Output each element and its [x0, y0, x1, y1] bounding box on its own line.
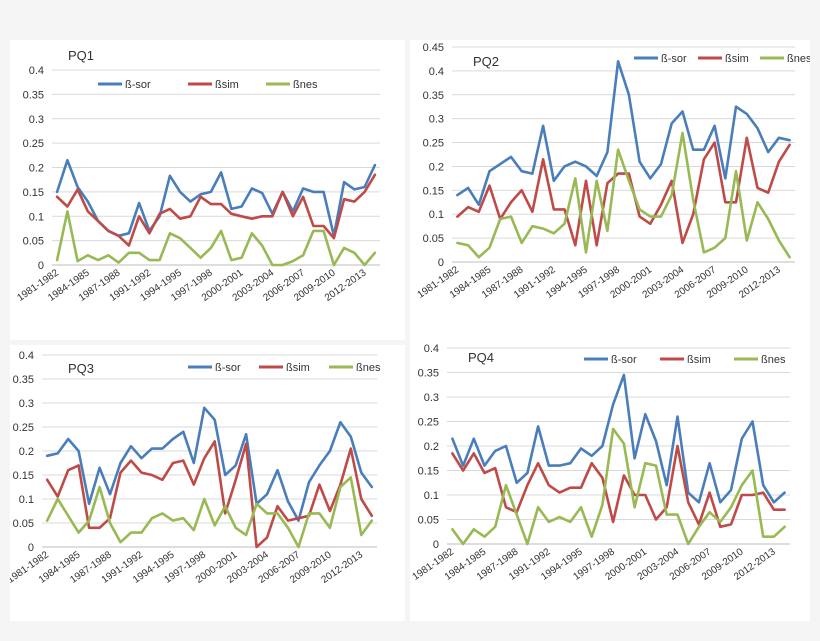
legend-label: ßnes — [761, 354, 786, 366]
y-tick-label: 0 — [38, 260, 44, 272]
y-tick-label: 0.4 — [424, 343, 439, 355]
y-tick-label: 0.2 — [29, 163, 44, 175]
y-tick-label: 0.15 — [423, 185, 444, 197]
y-tick-label: 0 — [433, 539, 439, 551]
y-tick-label: 0.1 — [29, 211, 44, 223]
series-line — [45, 440, 374, 549]
y-tick-label: 0.35 — [23, 89, 44, 101]
y-tick-label: 0.05 — [13, 518, 34, 530]
y-tick-label: 0.05 — [423, 233, 444, 245]
series-line — [456, 136, 791, 247]
legend-label: ß-sor — [611, 354, 637, 366]
legend-label: ßsim — [725, 53, 749, 65]
legend-label: ßnes — [293, 79, 318, 91]
y-tick-label: 0.05 — [23, 236, 44, 248]
y-tick-label: 0.2 — [424, 441, 439, 453]
legend-label: ßsim — [215, 79, 239, 91]
y-tick-label: 0.4 — [29, 65, 44, 77]
legend-label: ßsim — [687, 354, 711, 366]
y-tick-label: 0.1 — [429, 209, 444, 221]
series-line — [55, 158, 377, 238]
series-line — [456, 59, 791, 206]
y-tick-label: 0.4 — [19, 350, 34, 362]
y-tick-label: 0.4 — [429, 66, 444, 78]
line-chart-svg: 00.050.10.150.20.250.30.350.41981-198219… — [10, 350, 381, 586]
series-line — [55, 210, 377, 267]
series-line — [55, 173, 377, 247]
y-tick-label: 0.35 — [13, 374, 34, 386]
series-line — [45, 476, 374, 549]
legend-label: ß-sor — [125, 79, 151, 91]
y-tick-label: 0.25 — [23, 138, 44, 150]
y-tick-label: 0.25 — [423, 138, 444, 150]
y-tick-label: 0.2 — [19, 446, 34, 458]
legend-label: ßnes — [356, 362, 381, 374]
series-line — [45, 406, 374, 522]
chart-panel-pq4: 0 0.05 0.1 0.15 0.2 0.25 0.3 0.35 0.4 1981-1982 19… — [410, 335, 810, 621]
y-tick-label: 0.15 — [23, 187, 44, 199]
legend-label: ßnes — [787, 53, 810, 65]
y-tick-label: 0.25 — [418, 417, 439, 429]
y-tick-label: 0.45 — [423, 42, 444, 54]
chart-title: PQ1 — [68, 48, 94, 63]
chart-panel-pq2: 0 0.05 0.1 0.15 0.2 0.25 0.3 0.35 0.4 0.45 1981-19… — [410, 40, 810, 340]
y-tick-label: 0.25 — [13, 422, 34, 434]
series-line — [451, 444, 786, 529]
y-tick-label: 0.35 — [423, 90, 444, 102]
legend-label: ßsim — [286, 362, 310, 374]
y-tick-label: 0.3 — [29, 114, 44, 126]
y-tick-label: 0.15 — [13, 470, 34, 482]
y-tick-label: 0.1 — [19, 494, 34, 506]
y-tick-label: 0.3 — [429, 114, 444, 126]
line-chart-svg: 00.050.10.150.20.250.30.350.41981-198219… — [15, 48, 380, 304]
y-tick-label: 0 — [438, 257, 444, 269]
line-chart-svg: 00.050.10.150.20.250.30.350.41981-198219… — [411, 343, 790, 583]
y-tick-label: 0.35 — [418, 368, 439, 380]
chart-panel-pq3: 0 0.05 0.1 0.15 0.2 0.25 0.3 0.35 0.4 1981-1982 19… — [10, 345, 405, 621]
legend-label: ß-sor — [661, 53, 687, 65]
y-tick-label: 0.1 — [424, 490, 439, 502]
legend-label: ß-sor — [215, 362, 241, 374]
y-tick-label: 0 — [28, 542, 34, 554]
series-line — [451, 373, 786, 504]
y-tick-label: 0.3 — [424, 392, 439, 404]
line-chart-svg: 00.050.10.150.20.250.30.350.40.451981-19… — [416, 42, 810, 301]
y-tick-label: 0.05 — [418, 515, 439, 527]
chart-panel-pq1: 0 0.05 0.1 0.15 0.2 0.25 0.3 0.35 0.4 1981-1982 19… — [10, 40, 405, 340]
chart-title: PQ4 — [468, 350, 494, 365]
series-line — [456, 131, 791, 259]
y-tick-label: 0.2 — [429, 161, 444, 173]
y-tick-label: 0.15 — [418, 466, 439, 478]
chart-title: PQ3 — [68, 361, 94, 376]
chart-title: PQ2 — [473, 54, 499, 69]
series-line — [451, 427, 786, 546]
y-tick-label: 0.3 — [19, 398, 34, 410]
